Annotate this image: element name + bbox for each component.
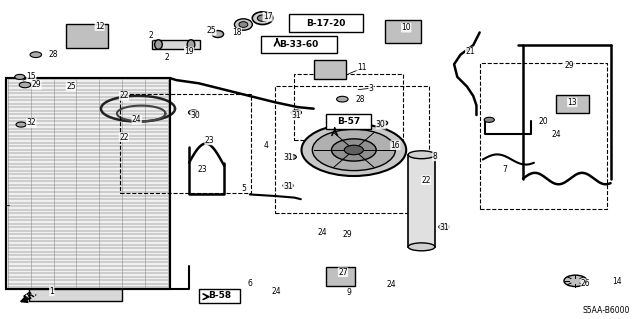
- Text: B-33-60: B-33-60: [279, 40, 319, 49]
- Text: 1: 1: [49, 287, 54, 296]
- Text: 9: 9: [346, 288, 351, 297]
- Text: 18: 18: [232, 28, 242, 37]
- Text: 24: 24: [317, 228, 327, 237]
- Text: 29: 29: [31, 80, 41, 89]
- Ellipse shape: [234, 19, 252, 30]
- Text: 24: 24: [387, 280, 396, 289]
- Circle shape: [301, 124, 406, 176]
- Text: 14: 14: [612, 277, 622, 286]
- Text: 29: 29: [564, 61, 574, 70]
- Text: 6: 6: [247, 279, 252, 288]
- Text: B-58: B-58: [208, 292, 231, 300]
- Text: 5: 5: [241, 184, 246, 193]
- Text: 27: 27: [338, 268, 348, 277]
- Bar: [408, 155, 435, 247]
- Circle shape: [378, 121, 388, 125]
- Circle shape: [312, 129, 396, 171]
- Text: 20: 20: [539, 117, 548, 126]
- Text: 4: 4: [263, 141, 268, 150]
- Text: 30: 30: [376, 120, 385, 129]
- Ellipse shape: [187, 40, 195, 49]
- Text: 16: 16: [390, 141, 400, 150]
- Text: L: L: [4, 199, 9, 208]
- Text: 17: 17: [263, 12, 273, 21]
- Bar: [326, 114, 371, 129]
- Circle shape: [283, 183, 293, 188]
- Bar: [6, 78, 170, 289]
- Text: 24: 24: [132, 115, 141, 124]
- Text: 21: 21: [465, 47, 475, 56]
- Text: B-57: B-57: [337, 117, 360, 126]
- Text: 22: 22: [119, 92, 129, 100]
- Ellipse shape: [252, 12, 273, 25]
- Circle shape: [332, 139, 376, 161]
- Text: 2: 2: [164, 53, 169, 62]
- Text: 31: 31: [284, 182, 293, 191]
- Bar: [29, 289, 122, 301]
- Circle shape: [439, 224, 449, 229]
- Text: 22: 22: [421, 176, 431, 185]
- Text: 28: 28: [355, 95, 365, 104]
- Circle shape: [291, 110, 301, 115]
- FancyBboxPatch shape: [385, 20, 421, 43]
- Bar: [289, 14, 363, 33]
- Text: 11: 11: [356, 63, 366, 72]
- Text: 28: 28: [49, 50, 58, 59]
- Bar: [6, 78, 170, 289]
- Ellipse shape: [239, 22, 248, 27]
- Ellipse shape: [155, 40, 163, 49]
- Text: 26: 26: [581, 279, 591, 288]
- FancyBboxPatch shape: [556, 95, 589, 114]
- Bar: [275, 86, 429, 213]
- Ellipse shape: [212, 31, 223, 38]
- Text: 32: 32: [26, 118, 36, 128]
- Circle shape: [564, 275, 587, 286]
- Text: 3: 3: [369, 84, 374, 93]
- Ellipse shape: [408, 151, 435, 159]
- Text: S5AA-B6000: S5AA-B6000: [582, 306, 630, 315]
- Text: 23: 23: [197, 165, 207, 174]
- Text: 23: 23: [205, 136, 214, 145]
- Circle shape: [19, 82, 31, 88]
- Circle shape: [30, 52, 42, 57]
- FancyBboxPatch shape: [314, 60, 346, 79]
- Text: 29: 29: [342, 230, 352, 239]
- Text: 24: 24: [552, 130, 561, 138]
- Text: 22: 22: [119, 133, 129, 142]
- Circle shape: [188, 110, 198, 115]
- Text: B-17-20: B-17-20: [307, 19, 346, 28]
- Text: 25: 25: [66, 82, 76, 91]
- Text: 2: 2: [148, 31, 153, 40]
- FancyBboxPatch shape: [326, 267, 355, 286]
- Text: 31: 31: [291, 111, 301, 120]
- Circle shape: [337, 96, 348, 102]
- Circle shape: [344, 145, 364, 155]
- Ellipse shape: [257, 15, 268, 21]
- FancyBboxPatch shape: [66, 24, 108, 48]
- Circle shape: [484, 117, 494, 122]
- Text: 7: 7: [503, 165, 508, 174]
- Text: 31: 31: [440, 223, 449, 232]
- Bar: [479, 63, 607, 209]
- Text: FR.: FR.: [22, 288, 38, 304]
- Text: 8: 8: [433, 152, 437, 161]
- Ellipse shape: [408, 243, 435, 251]
- Circle shape: [15, 74, 25, 79]
- Text: 19: 19: [184, 47, 194, 56]
- Text: 31: 31: [284, 153, 293, 162]
- Bar: [198, 289, 240, 303]
- Text: 12: 12: [95, 22, 104, 31]
- Circle shape: [286, 154, 296, 160]
- Text: 15: 15: [26, 72, 36, 81]
- Text: 10: 10: [401, 23, 411, 32]
- Bar: [152, 40, 200, 49]
- Text: 30: 30: [191, 111, 200, 120]
- Bar: [261, 36, 337, 53]
- Bar: [294, 74, 403, 140]
- Circle shape: [16, 122, 26, 127]
- Text: 24: 24: [272, 287, 282, 296]
- Text: 25: 25: [207, 26, 216, 35]
- Bar: [120, 94, 251, 193]
- Text: 13: 13: [568, 98, 577, 107]
